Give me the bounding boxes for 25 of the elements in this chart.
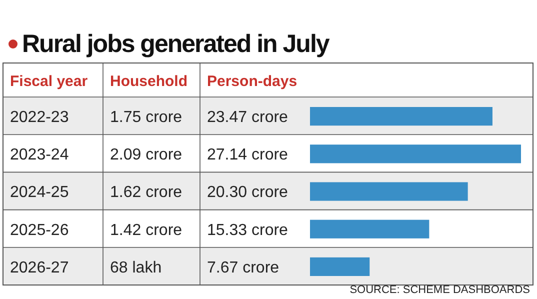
- bar: [310, 220, 430, 238]
- bar: [310, 182, 468, 201]
- text: Household: [110, 73, 188, 90]
- y-tick-label: 2023-24: [10, 146, 69, 164]
- text: 68 lakh: [110, 259, 162, 276]
- text: 2.09 crore: [110, 146, 182, 164]
- y-tick-label: 2025-26: [10, 222, 69, 239]
- data-label: 27.14 crore: [207, 146, 288, 164]
- y-tick-label: 2026-27: [10, 259, 69, 276]
- text: 1.62 crore: [110, 184, 182, 202]
- bar: [310, 144, 521, 164]
- data-label: 20.30 crore: [207, 184, 288, 202]
- data-label: 7.67 crore: [207, 259, 280, 276]
- bar: [310, 107, 492, 126]
- x-axis-title: Person-days: [207, 73, 298, 90]
- data-label: 23.47 crore: [207, 109, 288, 126]
- text: 1.75 crore: [110, 109, 182, 126]
- y-tick-label: 2022-23: [10, 109, 69, 126]
- text: 1.42 crore: [110, 222, 182, 239]
- bar: [310, 257, 370, 276]
- data-label: 15.33 crore: [207, 222, 288, 239]
- y-tick-label: 2024-25: [10, 184, 69, 202]
- y-axis-title: Fiscal year: [10, 73, 88, 90]
- annotation: SOURCE: SCHEME DASHBOARDS: [350, 284, 530, 296]
- chart-title: Rural jobs generated in July: [22, 30, 330, 58]
